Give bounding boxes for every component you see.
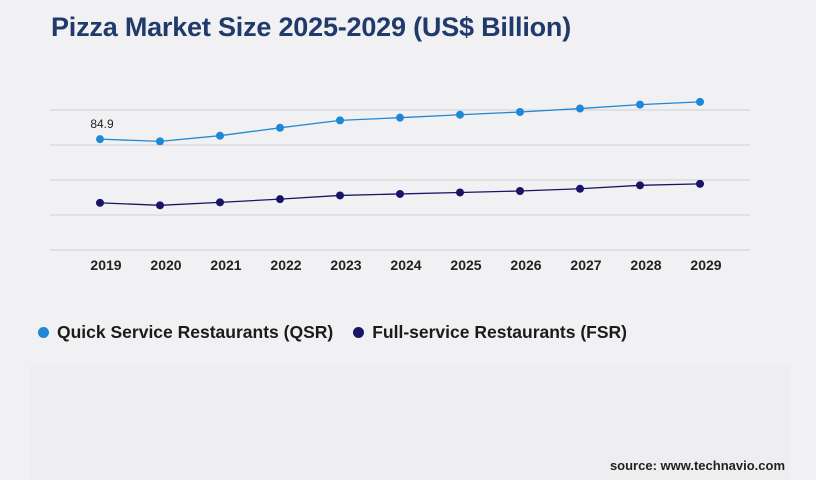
- chart-labels: 2019 2020 2021 2022 2023 2024 2025 2026 2027 2028…: [90, 117, 721, 273]
- data-point-fsr: [276, 195, 284, 204]
- data-label: 84.9: [90, 117, 114, 131]
- data-point-fsr: [216, 198, 224, 207]
- chart-title: Pizza Market Size 2025-2029 (US$ Billion…: [51, 12, 572, 42]
- x-tick-label: 2022: [270, 257, 301, 273]
- data-point-qsr: [636, 100, 644, 109]
- x-tick-label: 2021: [210, 257, 241, 273]
- data-points: [96, 97, 704, 210]
- data-point-fsr: [576, 184, 584, 193]
- x-tick-label: 2023: [330, 257, 361, 273]
- x-tick-label: 2027: [570, 257, 601, 273]
- data-point-qsr: [696, 97, 704, 106]
- legend-label-fsr: Full-service Restaurants (FSR): [372, 322, 628, 342]
- data-point-qsr: [336, 116, 344, 125]
- data-point-qsr: [576, 104, 584, 113]
- data-point-qsr: [156, 137, 164, 146]
- data-point-fsr: [156, 201, 164, 210]
- legend-panel-background: [30, 364, 790, 480]
- source-credit: source: www.technavio.com: [609, 458, 785, 473]
- data-point-fsr: [696, 179, 704, 188]
- data-point-qsr: [516, 107, 524, 116]
- data-point-fsr: [516, 186, 524, 195]
- data-point-qsr: [96, 135, 104, 144]
- legend-marker-fsr: [353, 327, 365, 338]
- data-point-fsr: [396, 189, 404, 198]
- data-point-qsr: [276, 123, 284, 132]
- data-point-fsr: [456, 188, 464, 197]
- data-point-qsr: [396, 113, 404, 122]
- x-tick-label: 2026: [510, 257, 541, 273]
- legend-item-qsr[interactable]: Quick Service Restaurants (QSR): [38, 322, 333, 343]
- data-point-fsr: [96, 198, 104, 207]
- legend-marker-qsr: [38, 327, 49, 338]
- legend-item-fsr[interactable]: Full-service Restaurants (FSR): [353, 322, 627, 343]
- data-point-fsr: [336, 191, 344, 200]
- grid-lines: [50, 109, 750, 251]
- data-point-fsr: [636, 181, 644, 190]
- x-tick-label: 2029: [690, 257, 721, 273]
- data-point-qsr: [456, 110, 464, 119]
- legend-label-qsr: Quick Service Restaurants (QSR): [57, 322, 334, 342]
- x-tick-label: 2019: [90, 257, 121, 273]
- chart-legend: Quick Service Restaurants (QSR) Full-ser…: [38, 322, 647, 343]
- data-point-qsr: [216, 131, 224, 140]
- x-tick-label: 2020: [150, 257, 181, 273]
- x-tick-label: 2028: [630, 257, 661, 273]
- x-tick-label: 2024: [390, 257, 421, 273]
- x-tick-label: 2025: [450, 257, 481, 273]
